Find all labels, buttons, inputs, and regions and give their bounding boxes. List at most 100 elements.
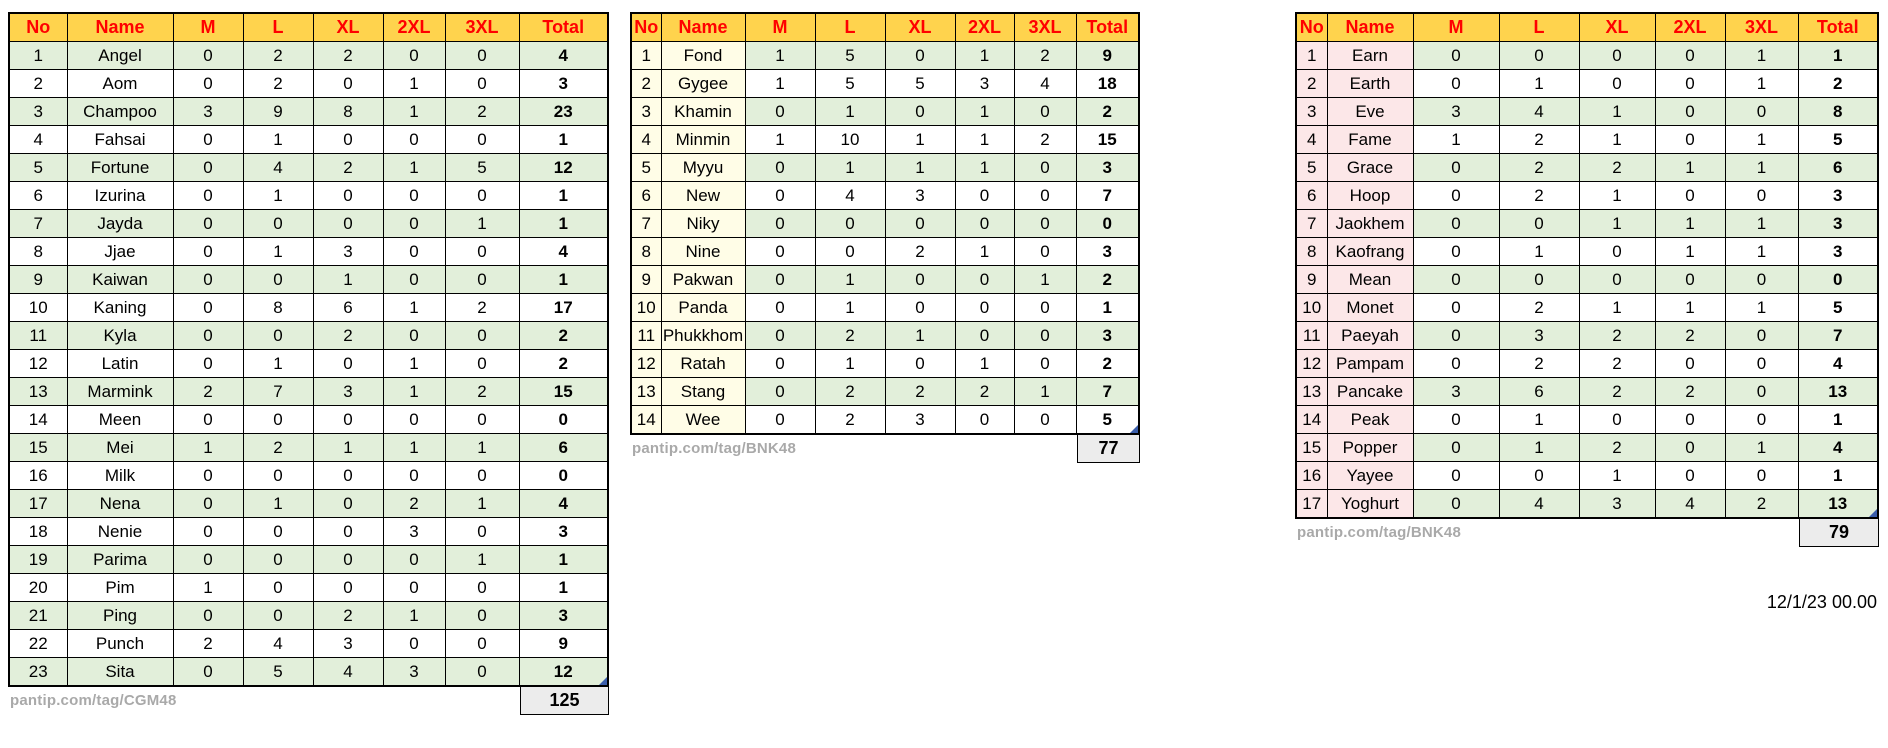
cell[interactable]: 0 [312, 125, 384, 154]
cell[interactable]: 0 [172, 41, 244, 70]
cell[interactable]: 0 [444, 629, 520, 658]
cell[interactable]: 0 [312, 69, 384, 98]
cell[interactable]: 3 [312, 237, 384, 266]
cell[interactable]: 1 [1797, 461, 1879, 490]
cell[interactable]: 0 [172, 601, 244, 630]
cell[interactable]: 22 [8, 629, 68, 658]
cell[interactable]: 0 [1013, 153, 1077, 182]
cell[interactable]: 0 [744, 405, 816, 435]
cell[interactable]: 0 [172, 321, 244, 350]
cell[interactable]: 0 [172, 489, 244, 518]
cell[interactable]: 13 [630, 377, 662, 406]
column-header-no[interactable]: No [630, 12, 662, 42]
name-cell[interactable]: Pakwan [660, 265, 746, 294]
name-cell[interactable]: Grace [1326, 153, 1414, 182]
cell[interactable]: 0 [444, 601, 520, 630]
cell[interactable]: 3 [1075, 321, 1140, 350]
name-cell[interactable]: Pim [66, 573, 174, 602]
cell[interactable]: 0 [1654, 41, 1726, 70]
cell[interactable]: 0 [382, 181, 446, 210]
name-cell[interactable]: Monet [1326, 293, 1414, 322]
cell[interactable]: 0 [1724, 265, 1799, 294]
cell[interactable]: 3 [8, 97, 68, 126]
cell[interactable]: 2 [242, 433, 314, 462]
name-cell[interactable]: Nine [660, 237, 746, 266]
cell[interactable]: 0 [1412, 461, 1500, 490]
cell[interactable]: 2 [1498, 349, 1580, 378]
cell[interactable]: 23 [8, 657, 68, 687]
cell[interactable]: 0 [1654, 265, 1726, 294]
name-cell[interactable]: Hoop [1326, 181, 1414, 210]
cell[interactable]: 4 [8, 125, 68, 154]
cell[interactable]: 0 [954, 405, 1015, 435]
cell[interactable]: 0 [954, 321, 1015, 350]
cell[interactable]: 10 [630, 293, 662, 322]
cell[interactable]: 15 [518, 377, 609, 406]
cell[interactable]: 18 [8, 517, 68, 546]
cell[interactable]: 0 [1724, 181, 1799, 210]
cell[interactable]: 1 [242, 181, 314, 210]
name-cell[interactable]: Nena [66, 489, 174, 518]
name-cell[interactable]: Champoo [66, 97, 174, 126]
cell[interactable]: 0 [312, 545, 384, 574]
cell[interactable]: 0 [444, 461, 520, 490]
cell[interactable]: 2 [1295, 69, 1328, 98]
cell[interactable]: 1 [1578, 97, 1656, 126]
cell[interactable]: 9 [1295, 265, 1328, 294]
cell[interactable]: 1 [1724, 69, 1799, 98]
cell[interactable]: 21 [8, 601, 68, 630]
name-cell[interactable]: Ping [66, 601, 174, 630]
cell[interactable]: 0 [1578, 237, 1656, 266]
cell[interactable]: 5 [630, 153, 662, 182]
cell[interactable]: 0 [1412, 293, 1500, 322]
cell[interactable]: 2 [1498, 125, 1580, 154]
cell[interactable]: 6 [630, 181, 662, 210]
cell[interactable]: 0 [1654, 125, 1726, 154]
cell[interactable]: 0 [1013, 293, 1077, 322]
cell[interactable]: 0 [1412, 265, 1500, 294]
cell[interactable]: 3 [1797, 209, 1879, 238]
cell[interactable]: 15 [1295, 433, 1328, 462]
cell[interactable]: 1 [1498, 69, 1580, 98]
name-cell[interactable]: Gygee [660, 69, 746, 98]
column-header-2xl[interactable]: 2XL [954, 12, 1015, 42]
cell[interactable]: 1 [744, 125, 816, 154]
cell[interactable]: 1 [518, 125, 609, 154]
name-cell[interactable]: Aom [66, 69, 174, 98]
cell[interactable]: 0 [242, 209, 314, 238]
cell[interactable]: 1 [1578, 461, 1656, 490]
cell[interactable]: 2 [444, 97, 520, 126]
cell[interactable]: 13 [8, 377, 68, 406]
cell[interactable]: 2 [630, 69, 662, 98]
cell[interactable]: 7 [630, 209, 662, 238]
cell[interactable]: 1 [382, 293, 446, 322]
cell[interactable]: 2 [884, 237, 956, 266]
cell[interactable]: 3 [630, 97, 662, 126]
name-cell[interactable]: Ratah [660, 349, 746, 378]
cell[interactable]: 8 [8, 237, 68, 266]
name-cell[interactable]: Mean [1326, 265, 1414, 294]
column-header-total[interactable]: Total [518, 12, 609, 42]
cell[interactable]: 1 [1654, 237, 1726, 266]
cell[interactable]: 3 [1075, 153, 1140, 182]
name-cell[interactable]: Wee [660, 405, 746, 435]
cell[interactable]: 6 [1295, 181, 1328, 210]
cell[interactable]: 1 [954, 349, 1015, 378]
cell[interactable]: 1 [1654, 209, 1726, 238]
column-header-total[interactable]: Total [1075, 12, 1140, 42]
name-cell[interactable]: Earn [1326, 41, 1414, 70]
cell[interactable]: 0 [242, 517, 314, 546]
cell[interactable]: 0 [312, 489, 384, 518]
cell[interactable]: 9 [1075, 41, 1140, 70]
cell[interactable]: 20 [8, 573, 68, 602]
cell[interactable]: 1 [1797, 405, 1879, 434]
column-header-no[interactable]: No [8, 12, 68, 42]
cell[interactable]: 0 [1724, 97, 1799, 126]
cell[interactable]: 2 [382, 489, 446, 518]
cell[interactable]: 1 [242, 125, 314, 154]
name-cell[interactable]: Kaiwan [66, 265, 174, 294]
cell[interactable]: 0 [884, 265, 956, 294]
cell[interactable]: 3 [1498, 321, 1580, 350]
cell[interactable]: 0 [884, 293, 956, 322]
cell[interactable]: 9 [630, 265, 662, 294]
